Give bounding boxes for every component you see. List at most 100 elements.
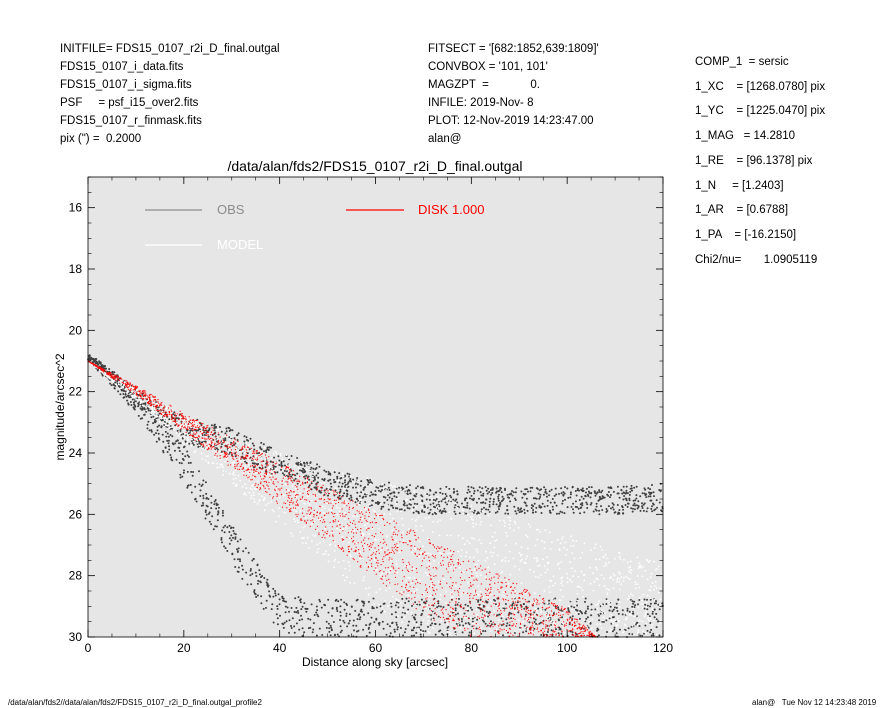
- data-point: [275, 613, 278, 616]
- data-point: [612, 587, 615, 590]
- data-point: [361, 517, 364, 520]
- data-point: [300, 518, 302, 520]
- data-point: [315, 474, 318, 477]
- data-point: [482, 612, 485, 615]
- data-point: [415, 602, 418, 604]
- data-point: [176, 421, 178, 424]
- data-point: [415, 631, 418, 634]
- data-point: [374, 510, 376, 513]
- data-point: [178, 420, 180, 423]
- data-point: [277, 455, 280, 458]
- data-point: [108, 368, 111, 370]
- data-point: [503, 628, 505, 630]
- data-point: [550, 620, 553, 623]
- data-point: [652, 502, 654, 505]
- data-point: [158, 416, 161, 418]
- data-point: [511, 607, 513, 610]
- data-point: [582, 497, 585, 500]
- data-point: [561, 616, 564, 619]
- data-point: [498, 613, 501, 616]
- data-point: [338, 472, 341, 475]
- data-point: [530, 504, 533, 507]
- data-point: [234, 469, 237, 472]
- data-point: [590, 614, 593, 617]
- data-point: [577, 575, 580, 578]
- data-point: [659, 619, 662, 622]
- data-point: [482, 605, 485, 608]
- data-point: [341, 494, 344, 497]
- data-point: [311, 481, 313, 483]
- data-point: [265, 599, 268, 602]
- data-point: [404, 628, 407, 630]
- data-point: [267, 449, 270, 451]
- data-point: [182, 446, 185, 449]
- data-point: [536, 559, 539, 562]
- data-point: [587, 495, 590, 497]
- data-point: [562, 536, 564, 538]
- data-point: [333, 566, 335, 568]
- data-point: [469, 556, 471, 559]
- data-point: [490, 624, 492, 626]
- data-point: [410, 634, 413, 637]
- data-point: [460, 618, 463, 620]
- data-point: [191, 428, 193, 430]
- data-point: [648, 561, 650, 564]
- data-point: [422, 592, 425, 595]
- data-point: [461, 508, 464, 510]
- data-point: [458, 594, 460, 596]
- data-point: [435, 575, 437, 577]
- data-point: [522, 621, 525, 623]
- data-point: [484, 630, 487, 633]
- data-point: [459, 577, 461, 579]
- data-point: [416, 571, 418, 573]
- data-point: [360, 491, 363, 494]
- data-point: [215, 445, 217, 448]
- data-point: [557, 626, 559, 628]
- data-point: [348, 551, 350, 553]
- data-point: [575, 624, 577, 627]
- data-point: [434, 622, 436, 625]
- data-point: [353, 559, 355, 561]
- data-point: [242, 468, 245, 470]
- data-point: [481, 487, 484, 490]
- data-point: [639, 495, 642, 498]
- data-point: [418, 603, 421, 606]
- data-point: [109, 374, 111, 376]
- data-point: [171, 435, 174, 438]
- data-point: [375, 533, 377, 535]
- data-point: [502, 605, 504, 608]
- data-point: [219, 441, 221, 443]
- data-point: [425, 598, 427, 600]
- data-point: [243, 452, 246, 455]
- data-point: [226, 550, 229, 552]
- data-point: [620, 576, 623, 578]
- data-point: [211, 437, 213, 439]
- data-point: [407, 576, 410, 579]
- data-point: [337, 545, 339, 547]
- data-point: [652, 491, 655, 494]
- data-point: [469, 597, 471, 599]
- data-point: [487, 514, 490, 517]
- data-point: [531, 486, 534, 489]
- data-point: [288, 473, 291, 476]
- data-point: [621, 609, 624, 612]
- data-point: [344, 474, 347, 477]
- data-point: [569, 496, 572, 499]
- data-point: [558, 549, 561, 552]
- data-point: [226, 453, 228, 455]
- data-point: [598, 513, 601, 516]
- data-point: [505, 599, 507, 601]
- data-point: [244, 467, 247, 470]
- data-point: [114, 381, 117, 384]
- data-point: [538, 489, 541, 492]
- data-point: [310, 466, 313, 469]
- data-point: [204, 511, 207, 513]
- data-point: [616, 617, 619, 620]
- data-point: [167, 435, 170, 438]
- data-point: [223, 441, 225, 444]
- data-point: [396, 543, 398, 545]
- data-point: [311, 540, 313, 542]
- data-point: [594, 494, 597, 497]
- data-point: [194, 419, 196, 422]
- data-point: [415, 525, 417, 527]
